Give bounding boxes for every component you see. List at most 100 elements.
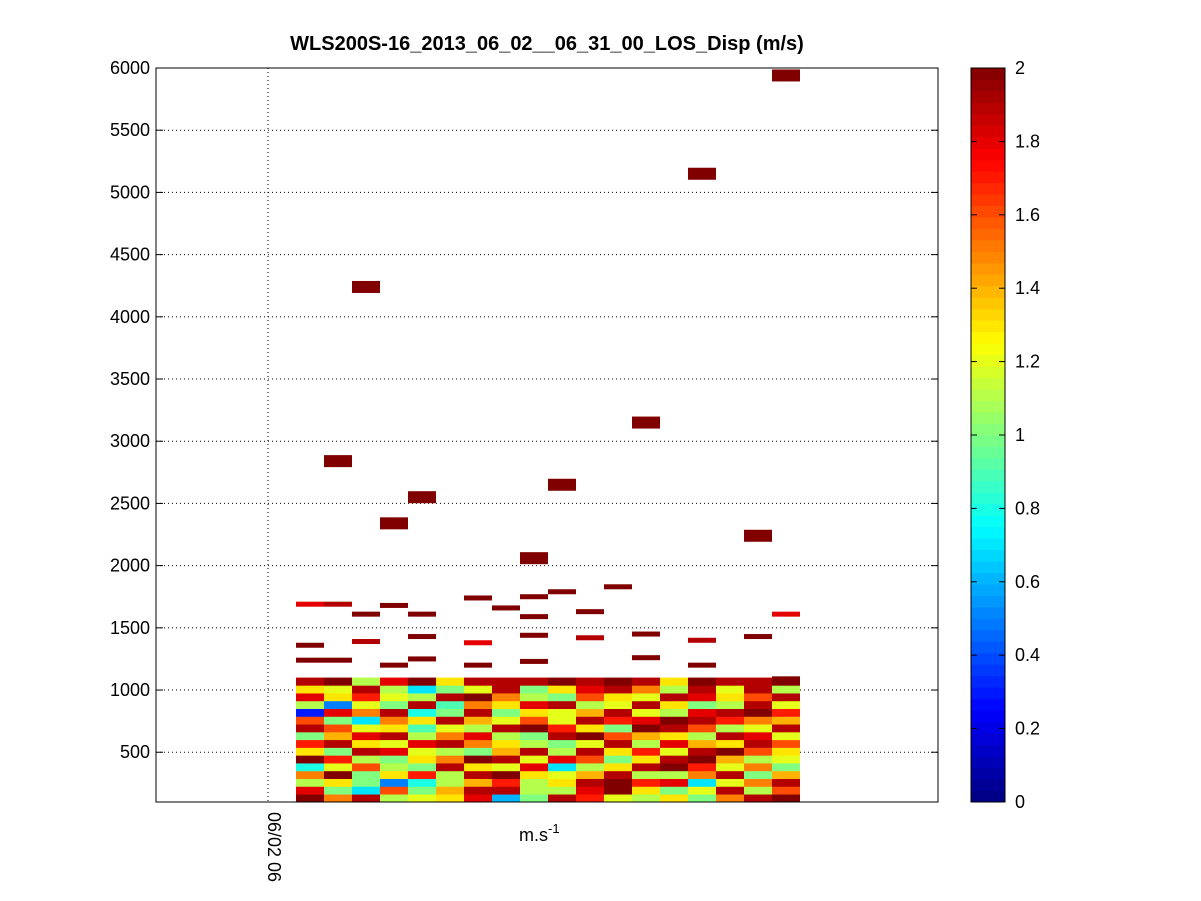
heatmap-cell bbox=[408, 693, 436, 702]
heatmap-cell bbox=[604, 739, 632, 748]
heatmap-cell bbox=[352, 280, 380, 293]
heatmap-cell bbox=[520, 778, 548, 787]
heatmap-cell bbox=[408, 634, 436, 640]
heatmap-cell bbox=[464, 595, 492, 601]
heatmap-cell bbox=[772, 755, 800, 764]
heatmap-cell bbox=[380, 794, 408, 803]
heatmap-cell bbox=[660, 739, 688, 748]
heatmap-cell bbox=[772, 732, 800, 741]
heatmap-cell bbox=[352, 770, 380, 779]
heatmap-cell bbox=[520, 786, 548, 795]
heatmap-cell bbox=[744, 634, 772, 640]
heatmap-cell bbox=[464, 700, 492, 709]
colorbar-swatch bbox=[971, 412, 1005, 424]
heatmap-cell bbox=[632, 794, 660, 803]
heatmap-cell bbox=[744, 747, 772, 756]
heatmap-cell bbox=[380, 786, 408, 795]
heatmap-cell bbox=[436, 786, 464, 795]
heatmap-cell bbox=[688, 770, 716, 779]
heatmap-cell bbox=[716, 732, 744, 741]
heatmap-cell bbox=[548, 693, 576, 702]
heatmap-cell bbox=[772, 770, 800, 779]
heatmap-cell bbox=[464, 708, 492, 717]
heatmap-cell bbox=[324, 708, 352, 717]
heatmap-cell bbox=[744, 770, 772, 779]
heatmap-cell bbox=[604, 747, 632, 756]
colorbar-swatch bbox=[971, 607, 1005, 619]
heatmap-cell bbox=[464, 739, 492, 748]
heatmap-cell bbox=[632, 677, 660, 686]
heatmap-cell bbox=[604, 584, 632, 590]
x-axis-label: m.s-1 bbox=[519, 821, 560, 845]
heatmap-cell bbox=[296, 657, 324, 663]
heatmap-cell bbox=[772, 763, 800, 772]
heatmap-cell bbox=[744, 755, 772, 764]
heatmap-cell bbox=[576, 724, 604, 733]
heatmap-cell bbox=[520, 708, 548, 717]
heatmap-cell bbox=[492, 716, 520, 725]
colorbar-swatch bbox=[971, 285, 1005, 298]
heatmap-cell bbox=[772, 693, 800, 702]
y-tick-label: 5000 bbox=[110, 182, 150, 202]
colorbar-swatch bbox=[971, 744, 1005, 757]
colorbar-swatch bbox=[971, 68, 1005, 80]
heatmap-cell bbox=[492, 685, 520, 694]
heatmap-cell bbox=[352, 693, 380, 702]
heatmap-cell bbox=[436, 755, 464, 764]
heatmap-cell bbox=[744, 786, 772, 795]
y-tick-label: 4500 bbox=[110, 245, 150, 265]
heatmap-cell bbox=[632, 655, 660, 661]
heatmap-cell bbox=[548, 770, 576, 779]
heatmap-cell bbox=[772, 794, 800, 803]
heatmap-cell bbox=[492, 794, 520, 803]
heatmap-cell bbox=[380, 662, 408, 668]
heatmap-cell bbox=[632, 747, 660, 756]
heatmap-cell bbox=[492, 700, 520, 709]
x-axis-label-exponent: -1 bbox=[548, 821, 560, 836]
heatmap-cell bbox=[744, 716, 772, 725]
colorbar-swatch bbox=[971, 446, 1005, 459]
colorbar-swatch bbox=[971, 503, 1005, 516]
heatmap-cell bbox=[520, 594, 548, 600]
y-tick-label: 5500 bbox=[110, 120, 150, 140]
colorbar-tick-label: 2 bbox=[1015, 58, 1025, 78]
heatmap-cell bbox=[660, 732, 688, 741]
colorbar-swatch bbox=[971, 113, 1005, 126]
colorbar-swatch bbox=[971, 377, 1005, 390]
heatmap-cell bbox=[548, 732, 576, 741]
colorbar-swatch bbox=[971, 262, 1005, 275]
heatmap-cell bbox=[660, 778, 688, 787]
heatmap-cell bbox=[604, 794, 632, 803]
heatmap-cell bbox=[296, 708, 324, 717]
heatmap-cell bbox=[296, 755, 324, 764]
heatmap-cell bbox=[744, 708, 772, 717]
heatmap-cell bbox=[548, 739, 576, 748]
heatmap-cell bbox=[576, 739, 604, 748]
heatmap-cell bbox=[632, 739, 660, 748]
heatmap-cell bbox=[660, 794, 688, 803]
heatmap-cell bbox=[772, 685, 800, 694]
heatmap-cell bbox=[324, 657, 352, 663]
heatmap-cell bbox=[324, 747, 352, 756]
heatmap-cell bbox=[520, 732, 548, 741]
colorbar-swatch bbox=[971, 217, 1005, 229]
heatmap-cell bbox=[296, 778, 324, 787]
y-tick-label: 6000 bbox=[110, 58, 150, 78]
heatmap-cell bbox=[408, 716, 436, 725]
heatmap-cell bbox=[492, 724, 520, 733]
heatmap-cell bbox=[324, 601, 352, 607]
heatmap-cell bbox=[716, 700, 744, 709]
heatmap-cell bbox=[352, 724, 380, 733]
heatmap-cell bbox=[408, 739, 436, 748]
heatmap-cell bbox=[548, 685, 576, 694]
colorbar-tick-label: 1.4 bbox=[1015, 278, 1040, 298]
heatmap-cell bbox=[408, 677, 436, 686]
heatmap-cells bbox=[296, 69, 800, 803]
heatmap-cell bbox=[744, 739, 772, 748]
heatmap-cell bbox=[436, 747, 464, 756]
heatmap-cell bbox=[604, 770, 632, 779]
colorbar-swatch bbox=[971, 698, 1005, 711]
heatmap-cell bbox=[408, 778, 436, 787]
heatmap-cell bbox=[576, 786, 604, 795]
heatmap-cell bbox=[492, 677, 520, 686]
